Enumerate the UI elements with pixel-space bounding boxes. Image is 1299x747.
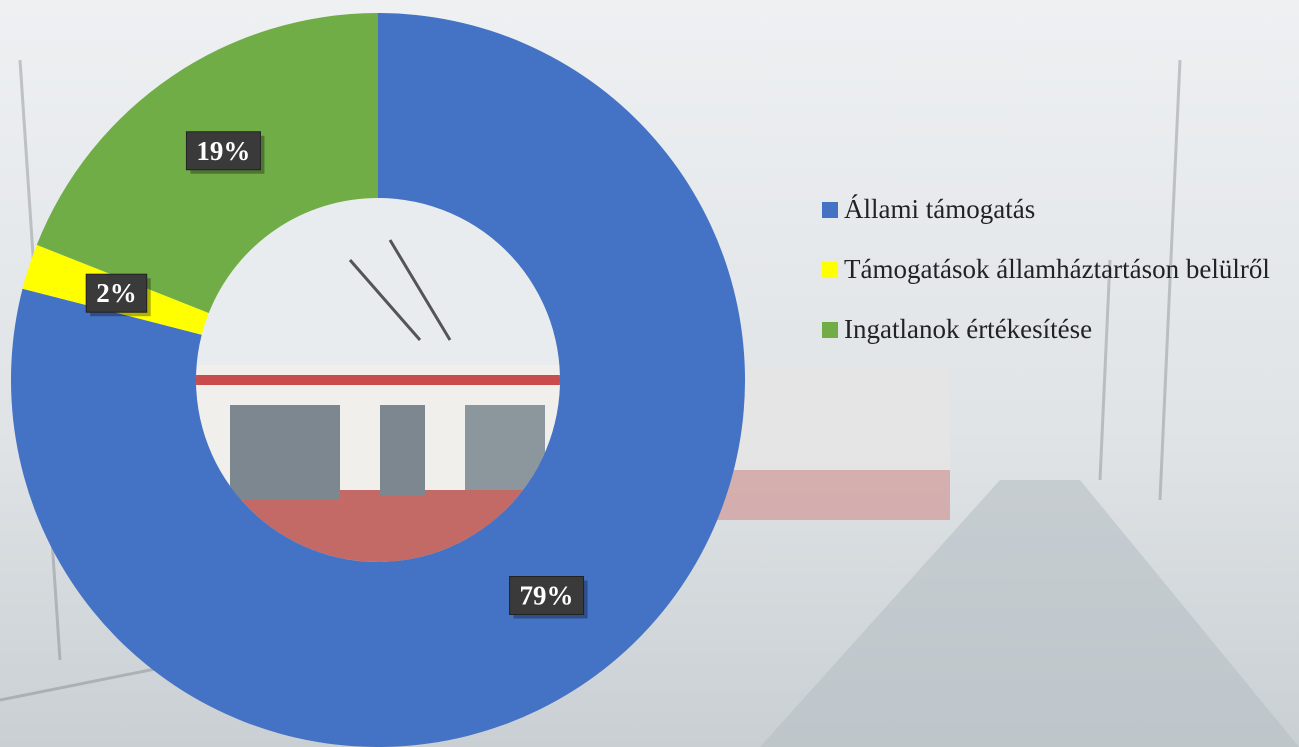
legend-item: Támogatások államháztartáson belülről (822, 252, 1299, 286)
data-label: 79% (520, 580, 574, 610)
legend-label: Állami támogatás (844, 192, 1035, 226)
legend-item: Állami támogatás (822, 192, 1299, 226)
legend: Állami támogatás Támogatások államháztart… (822, 192, 1299, 372)
data-label: 2% (96, 278, 137, 308)
legend-swatch (822, 262, 838, 278)
page: 79% 2% 19% Állami támogatás Támogatások áll… (0, 0, 1299, 747)
legend-label: Ingatlanok értékesítése (844, 312, 1092, 346)
data-label: 19% (196, 136, 250, 166)
legend-item: Ingatlanok értékesítése (822, 312, 1299, 346)
legend-swatch (822, 202, 838, 218)
legend-swatch (822, 322, 838, 338)
legend-label: Támogatások államháztartáson belülről (844, 252, 1270, 286)
chart: 79% 2% 19% (0, 0, 1299, 747)
